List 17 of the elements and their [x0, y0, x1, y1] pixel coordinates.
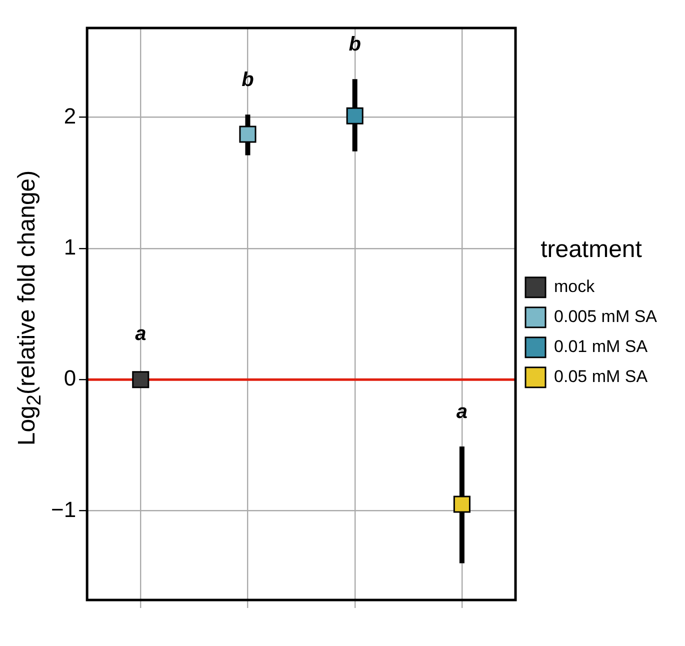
point [346, 107, 364, 124]
legend-title: treatment [540, 236, 642, 264]
annotation: a [456, 401, 468, 424]
point [132, 371, 150, 388]
y-tick-label: 2 [64, 103, 76, 128]
legend-label: 0.01 mM SA [554, 337, 648, 356]
annotation: b [348, 34, 361, 56]
point [453, 496, 470, 513]
point [239, 126, 256, 143]
legend-label: mock [554, 277, 596, 296]
y-tick-label: −1 [50, 496, 76, 522]
legend-label: 0.05 mM SA [554, 367, 648, 386]
y-tick-label: 1 [64, 234, 76, 260]
legend-label: 0.005 mM SA [554, 307, 658, 326]
y-tick-label: 0 [64, 366, 76, 391]
annotation: a [135, 323, 146, 346]
annotation: b [242, 69, 254, 92]
